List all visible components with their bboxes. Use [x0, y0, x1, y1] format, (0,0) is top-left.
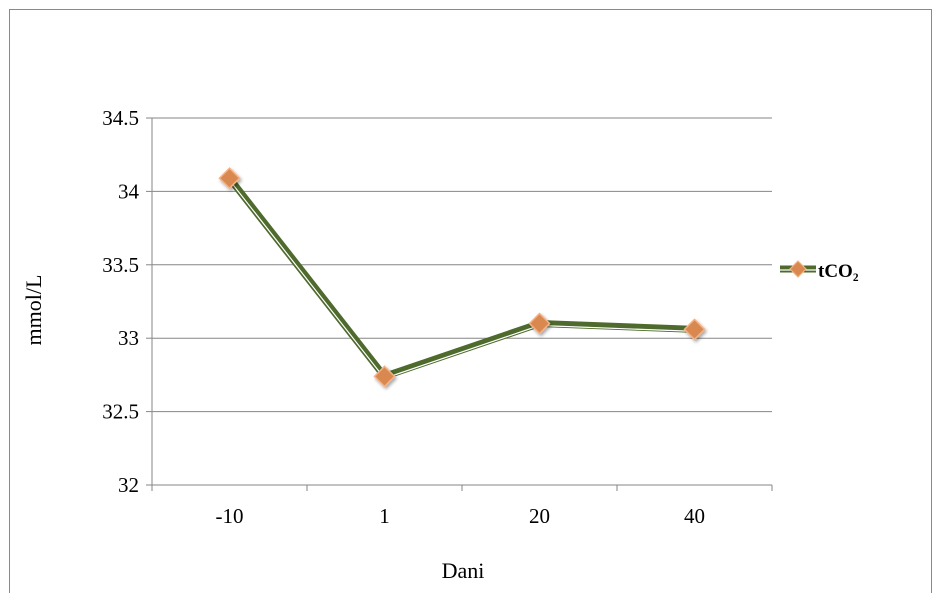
x-tick-label: 40 — [684, 504, 705, 528]
x-tick-labels: -10 1 20 40 — [216, 504, 706, 528]
y-tick-label: 32 — [118, 473, 139, 497]
chart-frame — [9, 9, 932, 593]
series-line — [226, 174, 698, 380]
x-axis-title: Dani — [442, 558, 485, 583]
legend-marker — [789, 260, 807, 278]
x-tick-label: 20 — [529, 504, 550, 528]
data-point-marker — [528, 312, 551, 335]
axes — [146, 117, 773, 491]
y-axis-title: mmol/L — [21, 275, 46, 346]
y-tick-label: 33 — [118, 326, 139, 350]
x-tick-label: -10 — [216, 504, 244, 528]
y-tick-label: 34 — [118, 179, 140, 203]
y-tick-label: 34.5 — [102, 106, 139, 130]
data-point-marker — [683, 318, 706, 341]
series-line-highlight — [229, 179, 695, 380]
legend-entry-tco2: tCO₂ — [818, 261, 859, 282]
legend-line-symbol — [780, 260, 816, 278]
data-point-marker — [218, 167, 241, 190]
legend: tCO₂ — [780, 260, 859, 282]
y-tick-labels: 32 32.5 33 33.5 34 34.5 — [102, 106, 139, 497]
y-tick-label: 33.5 — [102, 253, 139, 277]
series-layer — [218, 167, 706, 388]
gridlines — [152, 117, 772, 413]
y-tick-label: 32.5 — [102, 400, 139, 424]
x-tick-label: 1 — [379, 504, 390, 528]
data-point-marker — [373, 365, 396, 388]
